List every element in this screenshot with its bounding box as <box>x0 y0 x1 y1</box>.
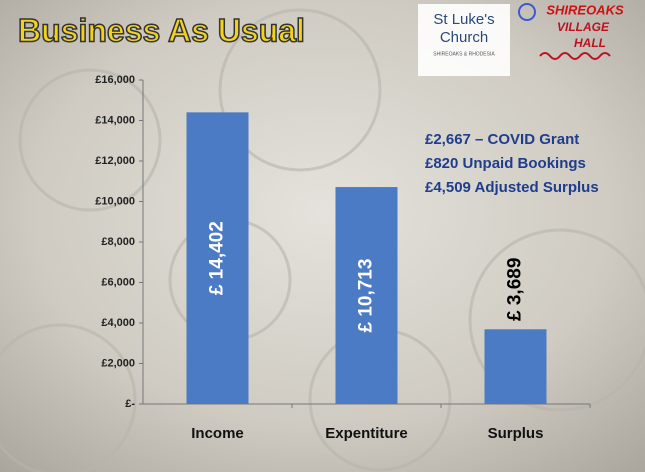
value-label: £ 10,713 <box>356 259 377 333</box>
logo-text: Church <box>440 29 488 46</box>
slide-title: Business As Usual <box>18 12 305 48</box>
annotation: £820 Unpaid Bookings <box>425 155 586 172</box>
annotation: £4,509 Adjusted Surplus <box>425 179 599 196</box>
logo-text: St Luke's <box>433 11 494 28</box>
bar <box>485 329 547 404</box>
logo-text: HALL <box>574 36 606 50</box>
annotation: £2,667 – COVID Grant <box>425 131 579 148</box>
slide: Business As Usual St Luke's Church SHIRE… <box>0 0 645 472</box>
y-tick-label: £16,000 <box>95 74 135 86</box>
y-tick-label: £12,000 <box>95 155 135 167</box>
x-tick-label: Expentiture <box>325 425 408 442</box>
logo-text: SHIREOAKS & RHODESIA <box>433 51 495 57</box>
y-tick-label: £10,000 <box>95 195 135 207</box>
y-tick-label: £6,000 <box>101 276 135 288</box>
church-logo: St Luke's Church SHIREOAKS & RHODESIA <box>418 4 510 76</box>
y-tick-label: £2,000 <box>101 357 135 369</box>
value-label: £ 14,402 <box>207 221 228 295</box>
y-tick-label: £8,000 <box>101 236 135 248</box>
x-tick-label: Income <box>191 425 244 442</box>
y-tick-label: £- <box>125 398 135 410</box>
logo-text: VILLAGE <box>557 20 610 34</box>
value-label: £ 3,689 <box>505 258 526 321</box>
logo-text: SHIREOAKS <box>546 2 624 17</box>
y-tick-label: £14,000 <box>95 114 135 126</box>
y-tick-label: £4,000 <box>101 317 135 329</box>
x-tick-label: Surplus <box>488 425 544 442</box>
